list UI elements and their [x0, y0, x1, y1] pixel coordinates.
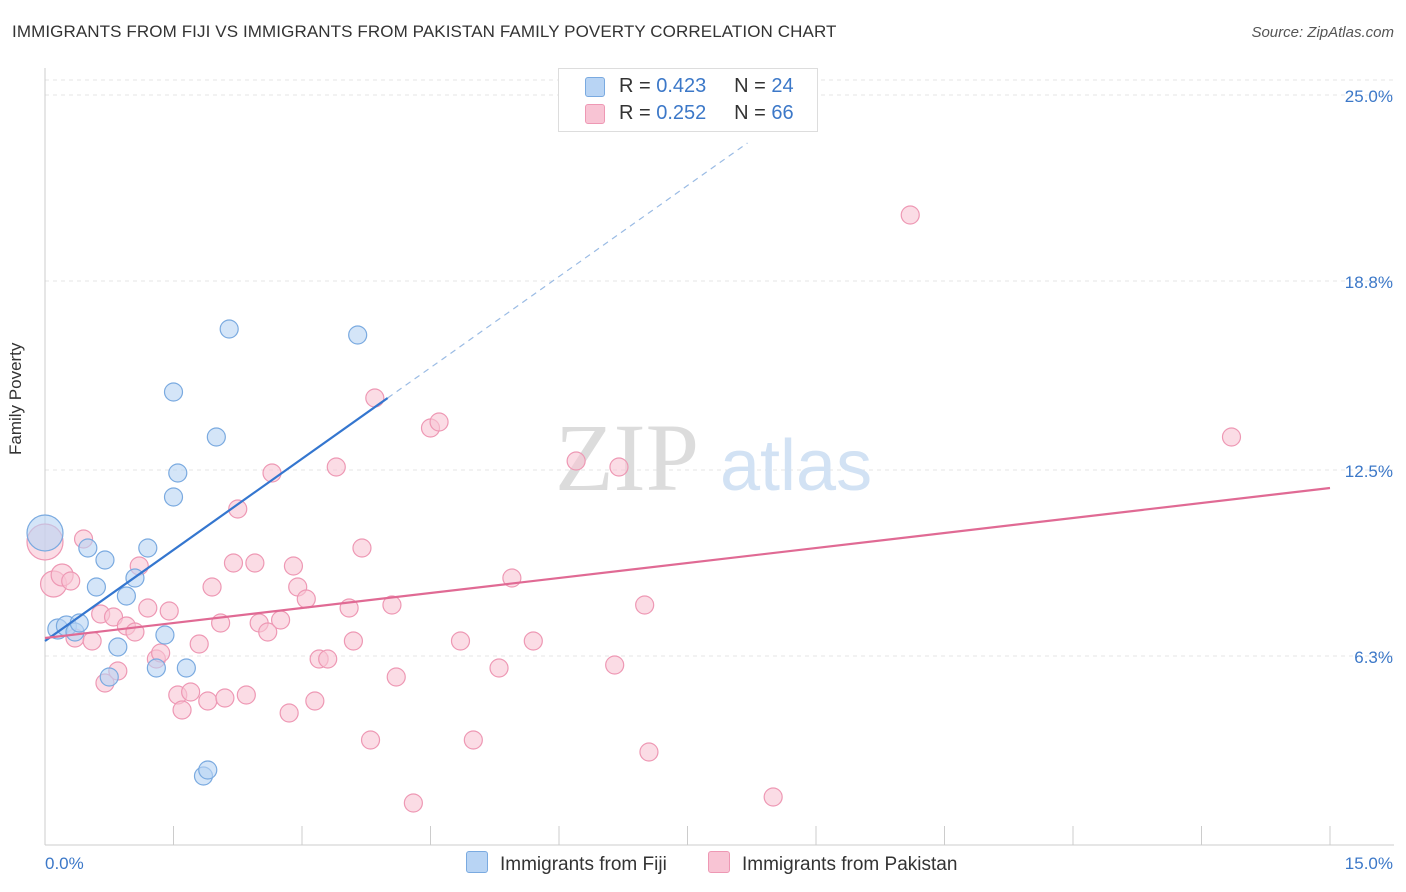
pakistan-point	[305, 691, 325, 711]
trend-lines	[44, 142, 1331, 642]
pakistan-point	[296, 589, 316, 609]
pakistan-point	[181, 682, 201, 702]
pakistan-point	[228, 499, 248, 519]
legend-pakistan-label: Immigrants from Pakistan	[742, 854, 958, 875]
legend-pakistan-swatch	[708, 851, 730, 873]
pakistan-point	[360, 730, 381, 750]
pakistan-point	[318, 649, 338, 669]
legend-fiji-swatch	[466, 851, 488, 873]
fiji-point	[26, 514, 64, 552]
legend-item-fiji: Immigrants from Fiji	[466, 851, 667, 876]
pakistan-point	[382, 595, 402, 615]
fiji-point	[138, 538, 158, 558]
x-tick-label: 15.0%	[1345, 854, 1393, 873]
fiji-point	[108, 637, 128, 657]
pakistan-point	[258, 622, 278, 642]
pakistan-n-label: N =	[734, 102, 766, 124]
pakistan-point	[283, 556, 304, 576]
tick-labels: 6.3% 12.5% 18.8% 25.0% 0.0% 15.0%	[45, 87, 1393, 873]
y-tick-label: 12.5%	[1345, 462, 1393, 481]
x-tick-label: 0.0%	[45, 854, 84, 873]
fiji-point	[176, 658, 196, 678]
pakistan-point	[326, 457, 346, 477]
fiji-point	[95, 550, 115, 570]
pakistan-n-value: 66	[771, 102, 794, 124]
fiji-point	[206, 427, 226, 447]
data-points	[26, 205, 1242, 813]
pakistan-point	[463, 730, 483, 750]
pakistan-point	[429, 412, 449, 432]
fiji-point	[99, 667, 119, 687]
pakistan-point	[223, 553, 244, 573]
pakistan-point	[138, 598, 158, 618]
stats-legend: R = 0.423 N = 24 R = 0.252 N = 66	[558, 68, 818, 132]
grid	[45, 79, 1394, 657]
pakistan-point	[386, 667, 406, 687]
y-tick-label: 25.0%	[1345, 87, 1393, 106]
pakistan-point	[279, 703, 299, 723]
pakistan-point	[523, 631, 543, 651]
pakistan-point	[236, 685, 256, 705]
legend-fiji-label: Immigrants from Fiji	[500, 854, 667, 875]
pakistan-trend-line	[44, 486, 1331, 640]
fiji-r-label: R =	[619, 75, 651, 97]
pakistan-point	[763, 787, 783, 807]
pakistan-r-label: R =	[619, 102, 651, 124]
pakistan-swatch	[585, 104, 605, 124]
pakistan-point	[639, 742, 659, 762]
pakistan-point	[365, 388, 385, 408]
pakistan-point	[1221, 427, 1242, 447]
y-tick-label: 18.8%	[1345, 273, 1393, 292]
pakistan-point	[61, 571, 81, 591]
pakistan-point	[900, 205, 920, 225]
fiji-point	[86, 577, 107, 597]
fiji-trend-line	[44, 397, 389, 642]
fiji-point	[219, 319, 239, 339]
pakistan-point	[489, 658, 509, 678]
fiji-point	[163, 382, 184, 402]
y-tick-label: 6.3%	[1354, 648, 1393, 667]
pakistan-point	[202, 577, 222, 597]
chart-source: Source: ZipAtlas.com	[1251, 24, 1394, 41]
legend-item-pakistan: Immigrants from Pakistan	[708, 851, 957, 876]
fiji-point	[348, 325, 368, 345]
pakistan-point	[172, 700, 192, 720]
pakistan-point	[215, 688, 235, 708]
fiji-n-label: N =	[734, 75, 766, 97]
pakistan-point	[245, 553, 265, 573]
pakistan-point	[352, 538, 372, 558]
fiji-trend-extension	[387, 142, 748, 399]
fiji-point	[116, 586, 136, 606]
chart-title: IMMIGRANTS FROM FIJI VS IMMIGRANTS FROM …	[12, 22, 837, 41]
watermark: ZIP atlas	[555, 404, 872, 511]
pakistan-point	[270, 610, 291, 630]
pakistan-point	[609, 457, 629, 477]
fiji-point	[168, 463, 188, 483]
fiji-r-value: 0.423	[656, 75, 707, 97]
pakistan-point	[198, 691, 218, 711]
fiji-swatch	[585, 77, 605, 97]
pakistan-point	[159, 601, 179, 621]
fiji-n-value: 24	[771, 75, 794, 97]
pakistan-point	[82, 631, 102, 651]
fiji-point	[78, 538, 98, 558]
pakistan-point	[450, 631, 471, 651]
pakistan-point	[566, 451, 586, 471]
pakistan-point	[635, 595, 655, 615]
fiji-point	[163, 487, 184, 507]
pakistan-point	[403, 793, 423, 813]
pakistan-point	[605, 655, 625, 675]
fiji-point	[146, 658, 166, 678]
pakistan-point	[343, 631, 363, 651]
fiji-point	[198, 760, 218, 780]
pakistan-point	[189, 634, 209, 654]
fiji-point	[155, 625, 175, 645]
axes	[44, 68, 1394, 846]
pakistan-r-value: 0.252	[656, 102, 707, 124]
watermark-atlas: atlas	[720, 426, 872, 506]
